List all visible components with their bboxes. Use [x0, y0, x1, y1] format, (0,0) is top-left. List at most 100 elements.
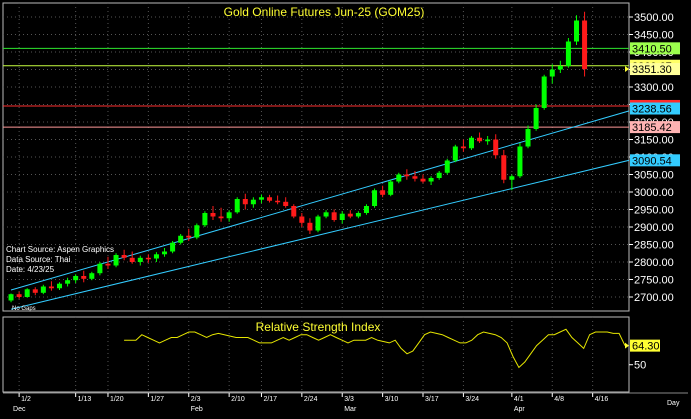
level-label-box — [630, 42, 680, 55]
candle-body — [412, 176, 418, 179]
candle-body — [218, 216, 224, 219]
x-tick-label: 3/3 — [344, 396, 354, 403]
y-tick-label: 2700.00 — [634, 292, 674, 304]
level-label-text: 3185.42 — [632, 122, 672, 134]
no-gaps-note: No Gaps — [12, 306, 36, 312]
candle-body — [178, 235, 184, 243]
last-price-arrow — [625, 66, 629, 73]
level-lines — [3, 47, 629, 128]
y-tick-label: 3500.00 — [634, 12, 674, 24]
level-label-text: 3410.50 — [632, 43, 672, 55]
candle-body — [541, 76, 547, 108]
candle-body — [444, 160, 450, 173]
x-month-label: Feb — [191, 406, 203, 413]
candle-body — [477, 137, 483, 142]
y-tick-label: 2900.00 — [634, 222, 674, 234]
candle-body — [153, 254, 159, 259]
candle-body — [145, 257, 151, 260]
x-tick-label: 4/16 — [595, 396, 609, 403]
channel-lines — [10, 110, 629, 310]
candle-body — [565, 41, 571, 66]
channel-line — [10, 110, 629, 291]
candle-body — [582, 20, 588, 70]
y-tick-label: 3150.00 — [634, 135, 674, 147]
candle-body — [40, 286, 46, 293]
source-text: Data Source: Thai — [6, 255, 71, 264]
x-month-label: Apr — [514, 406, 526, 413]
x-tick-label: 3/24 — [465, 396, 479, 403]
candle-body — [73, 276, 79, 281]
candle-body — [501, 155, 507, 180]
y-tick-label: 3300.00 — [634, 82, 674, 94]
candle-body — [339, 213, 345, 220]
rsi-y-tick-label: 50 — [634, 360, 646, 372]
candle-body — [291, 206, 297, 217]
candle-body — [372, 190, 378, 206]
rsi-title: Relative Strength Index — [256, 320, 381, 334]
candle-body — [307, 222, 313, 231]
candle-body — [16, 294, 22, 297]
candle-body — [388, 181, 394, 195]
candle-body — [186, 235, 192, 238]
y-tick-label: 3000.00 — [634, 187, 674, 199]
x-tick-label: 2/17 — [263, 396, 277, 403]
candle-body — [485, 139, 491, 142]
rsi-value-arrow — [625, 342, 629, 349]
candle-body — [105, 263, 111, 266]
level-label-box — [630, 102, 680, 115]
x-axis: 1/2 1/13 1/20 1/27 2/3 2/10 2/17 2/24 3/3 3/10 3/1… — [3, 392, 688, 413]
candle-body — [299, 216, 305, 223]
candle-body — [48, 286, 54, 289]
candle-body — [113, 255, 119, 266]
x-tick-label: 1/27 — [150, 396, 164, 403]
source-text: Date: 4/23/25 — [6, 265, 55, 274]
level-label-box — [630, 154, 680, 167]
candle-body — [428, 178, 434, 182]
candle-body — [129, 257, 135, 262]
level-label-box — [630, 121, 680, 134]
candle-body — [65, 280, 71, 284]
level-label-box — [630, 63, 680, 76]
candle-body — [525, 129, 531, 147]
x-tick-label: 2/3 — [191, 396, 201, 403]
y-tick-label: 3450.00 — [634, 30, 674, 42]
candle-body — [493, 139, 499, 156]
candle-body — [32, 289, 38, 293]
candle-body — [267, 197, 273, 201]
candle-body — [315, 216, 321, 231]
candle-body — [258, 197, 264, 200]
x-month-label: Dec — [13, 406, 26, 413]
x-tick-label: 1/2 — [21, 396, 31, 403]
y-tick-label: 3050.00 — [634, 170, 674, 182]
candle-body — [137, 257, 143, 262]
candle-body — [57, 283, 63, 289]
candle-body — [97, 263, 103, 274]
candle-body — [234, 199, 240, 213]
x-tick-label: 1/20 — [110, 396, 124, 403]
candle-body — [468, 137, 474, 149]
chart-title: Gold Online Futures Jun-25 (GOM25) — [224, 5, 425, 19]
level-label-text: 3090.54 — [632, 155, 672, 167]
rsi-panel-frame — [2, 316, 630, 393]
candle-body — [420, 178, 426, 182]
candle-body — [460, 146, 466, 149]
candle-body — [283, 201, 289, 206]
candle-body — [331, 212, 337, 220]
x-tick-label: 3/17 — [425, 396, 439, 403]
candle-body — [355, 213, 361, 217]
source-text: Chart Source: Aspen Graphics — [6, 245, 114, 254]
y-tick-label: 2750.00 — [634, 275, 674, 287]
y-tick-label: 2850.00 — [634, 240, 674, 252]
candle-body — [24, 289, 30, 297]
candle-body — [509, 176, 515, 180]
candle-body — [210, 213, 216, 217]
candle-body — [250, 199, 256, 205]
candle-body — [89, 273, 95, 279]
x-tick-label: 1/13 — [78, 396, 92, 403]
x-tick-label: 4/8 — [554, 396, 564, 403]
x-period-label: Day — [667, 400, 680, 407]
candle-body — [347, 213, 353, 217]
candle-body — [202, 213, 208, 226]
